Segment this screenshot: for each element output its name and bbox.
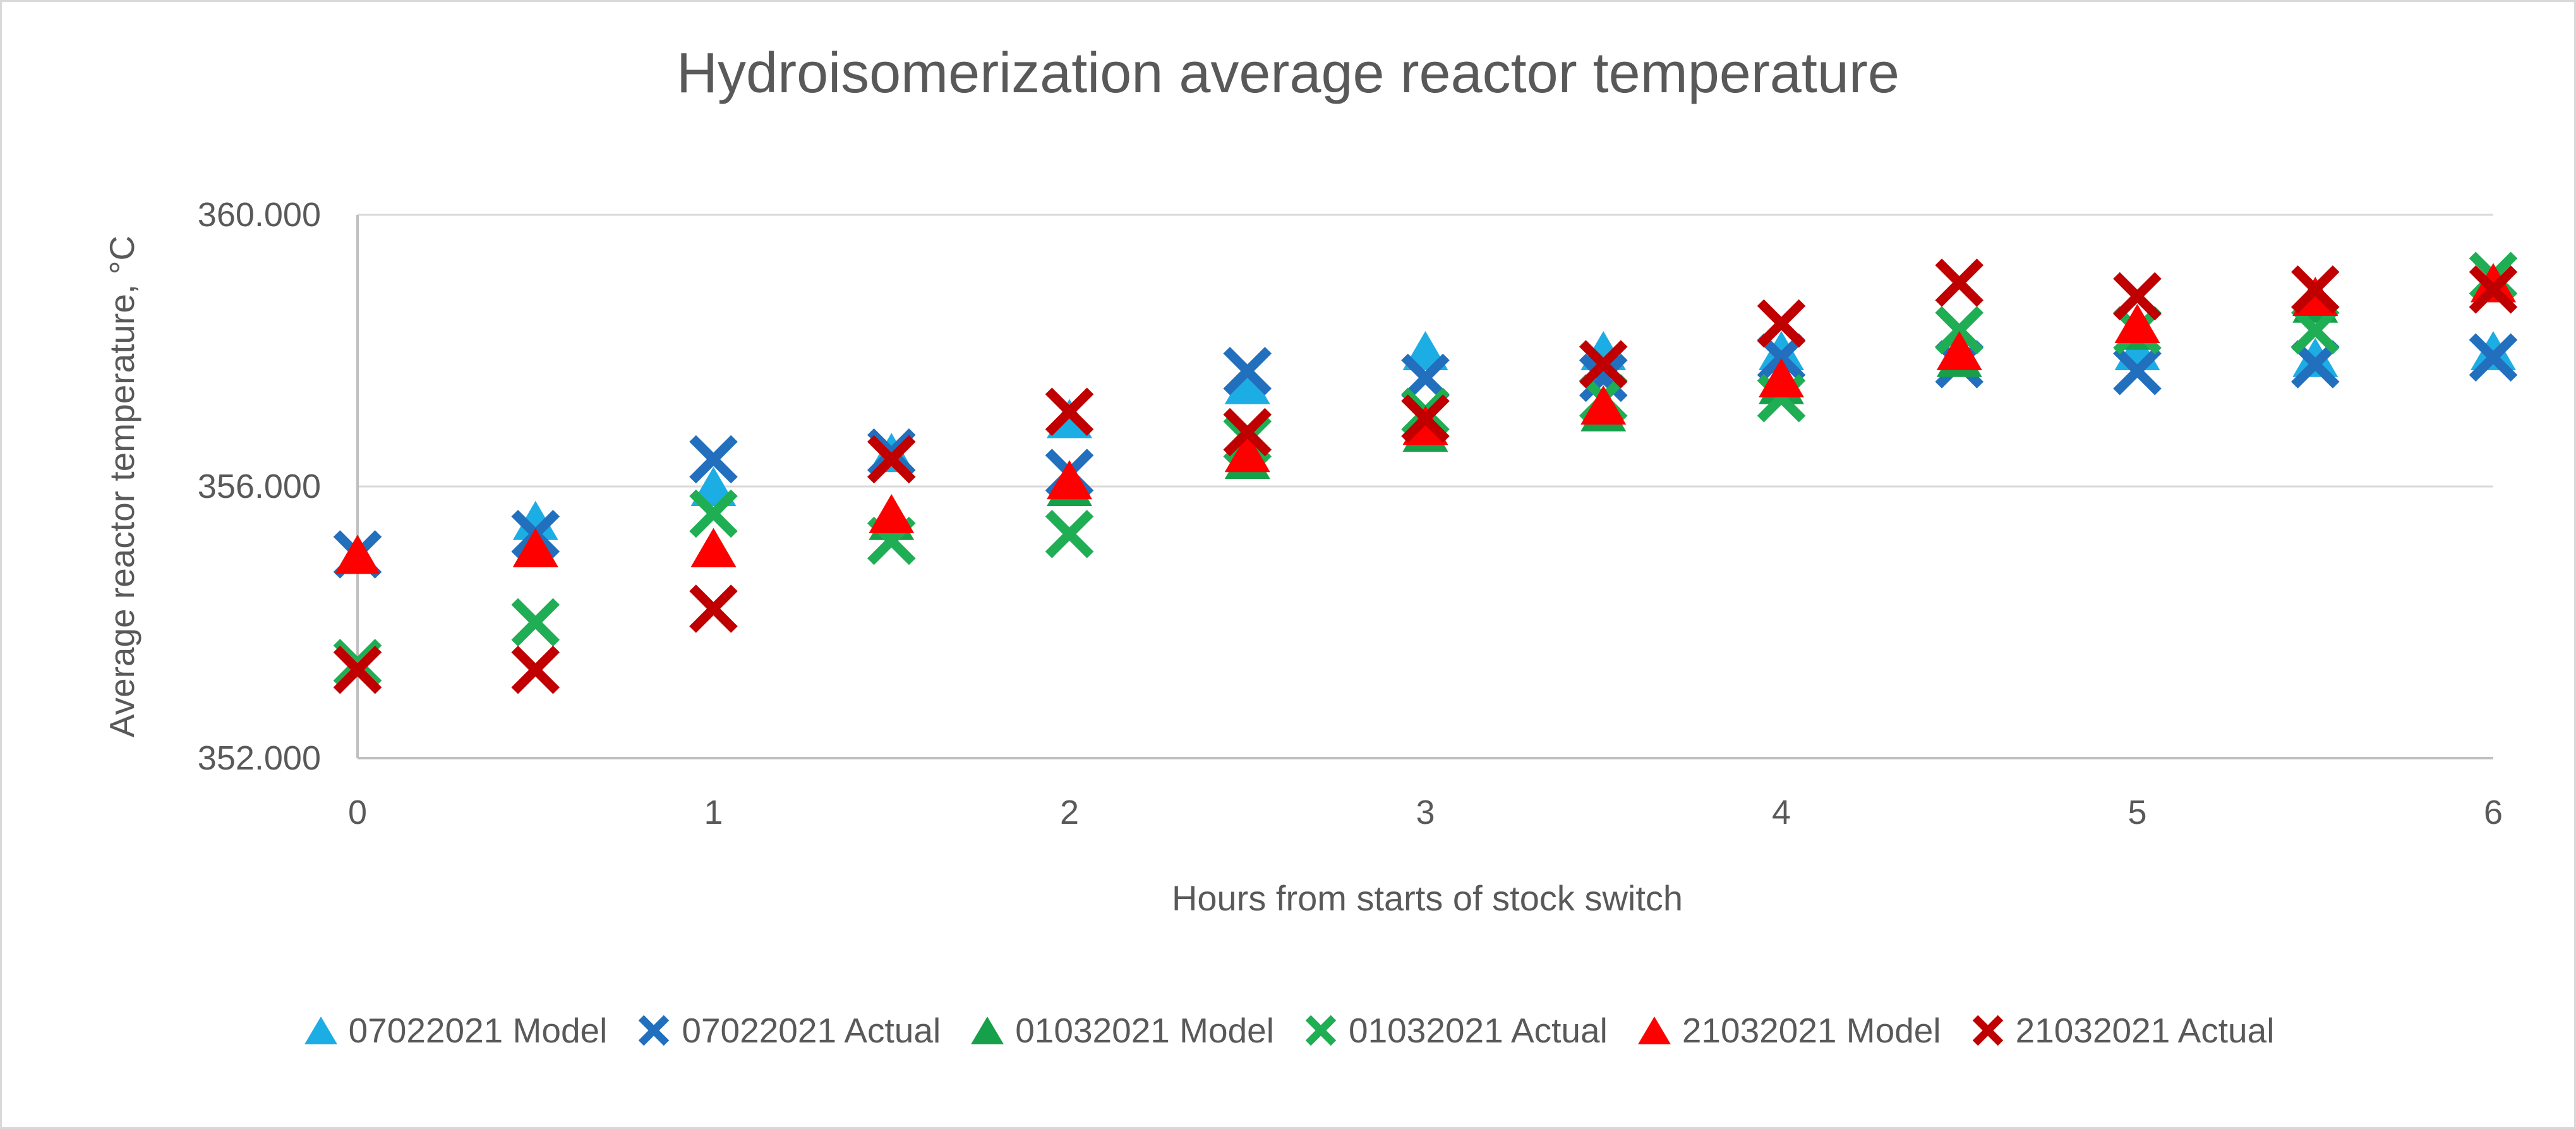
data-point	[1045, 509, 1094, 558]
legend-label: 07022021 Model	[348, 1011, 608, 1050]
data-point	[511, 598, 560, 647]
x-tick-label: 2	[1059, 794, 1080, 831]
x-tick-label: 0	[347, 794, 368, 831]
data-point	[2469, 333, 2518, 382]
chart-title: Hydroisomerization average reactor tempe…	[677, 42, 1899, 105]
x-marker-icon	[1305, 1015, 1337, 1046]
data-point	[2471, 263, 2516, 303]
data-point	[1936, 331, 1982, 370]
data-point	[2290, 306, 2340, 355]
triangle-marker-icon	[1637, 1017, 1671, 1044]
legend-label: 21032021 Model	[1682, 1011, 1941, 1050]
data-point	[1579, 340, 1628, 389]
data-point	[1935, 306, 1984, 355]
data-point	[1045, 387, 1094, 437]
y-tick-label: 360.000	[197, 196, 321, 234]
x-marker-icon	[639, 1015, 670, 1046]
data-point	[867, 435, 916, 484]
x-tick-label: 3	[1416, 794, 1435, 831]
data-point	[511, 645, 560, 694]
data-point	[689, 584, 738, 633]
data-point	[512, 528, 558, 567]
x-axis-title: Hours from starts of stock switch	[1171, 878, 1683, 918]
data-point	[333, 645, 382, 694]
data-point	[1223, 408, 1272, 457]
legend-item: 01032021 Model	[968, 1010, 1274, 1051]
legend-item: 07022021 Actual	[635, 1010, 941, 1051]
legend-label: 21032021 Actual	[2015, 1011, 2275, 1050]
data-point	[2292, 337, 2338, 377]
data-point	[512, 500, 558, 540]
data-point	[1759, 358, 1804, 397]
data-point	[690, 528, 737, 567]
legend: 07022021 Model 07022021 Actual 01032021 Mo…	[2, 1010, 2574, 1051]
data-point	[1579, 353, 1628, 402]
legend-label: 01032021 Actual	[1348, 1011, 1608, 1050]
series-01032021-actual	[333, 251, 2518, 687]
data-point	[689, 489, 738, 538]
series-21032021-actual	[333, 258, 2518, 694]
data-point	[333, 639, 382, 687]
data-point	[1401, 394, 1450, 443]
triangle-marker-icon	[304, 1017, 337, 1044]
data-point	[867, 428, 916, 477]
legend-label: 07022021 Actual	[682, 1011, 941, 1050]
data-point	[1224, 433, 1270, 473]
data-point	[2113, 346, 2162, 395]
data-point	[1759, 331, 1804, 370]
y-tick-label: 356.000	[197, 468, 321, 505]
x-tick-label: 4	[1771, 794, 1791, 831]
series-07022021-model	[335, 331, 2516, 574]
data-point	[2113, 272, 2162, 321]
legend-item: 21032021 Model	[1635, 1010, 1941, 1051]
data-point	[1580, 385, 1627, 425]
data-point	[1757, 299, 1806, 348]
data-point	[689, 435, 738, 484]
legend-item: 07022021 Model	[302, 1010, 608, 1051]
data-point	[2290, 265, 2340, 314]
data-point	[2114, 304, 2160, 343]
data-point	[1223, 346, 1272, 395]
legend-item: 01032021 Actual	[1302, 1010, 1608, 1051]
legend-label: 01032021 Model	[1015, 1011, 1274, 1050]
data-point	[869, 494, 915, 533]
triangle-marker-icon	[971, 1017, 1004, 1044]
x-tick-label: 1	[704, 794, 723, 831]
data-point	[1047, 460, 1092, 500]
data-point	[2471, 331, 2516, 370]
x-tick-label: 6	[2483, 794, 2503, 831]
data-point	[2469, 265, 2518, 314]
data-point	[1935, 258, 1984, 307]
legend-item: 21032021 Actual	[1969, 1010, 2275, 1051]
data-point	[335, 534, 380, 574]
x-marker-icon	[1972, 1015, 2003, 1046]
series-07022021-actual	[333, 333, 2518, 579]
y-tick-label: 352.000	[197, 739, 321, 777]
data-point	[1224, 365, 1270, 404]
x-tick-label: 5	[2128, 794, 2147, 831]
